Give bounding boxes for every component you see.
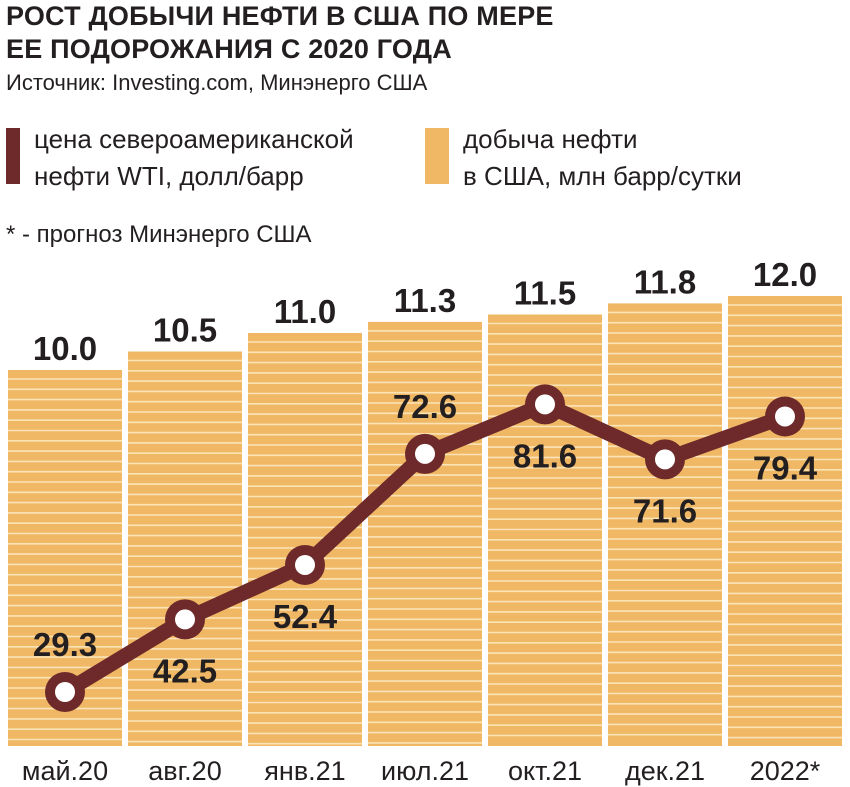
price-value-label-3: 72.6 <box>393 388 457 425</box>
price-marker-4 <box>535 394 555 415</box>
legend-label-production: добыча нефти в США, млн барр/сутки <box>463 121 742 195</box>
chart-source: Источник: Investing.com, Минэнерго США <box>6 70 428 95</box>
production-value-label-6: 12.0 <box>753 256 817 293</box>
x-tick-label-5: дек.21 <box>625 756 705 786</box>
price-value-label-6: 79.4 <box>753 449 818 486</box>
chart-title-line-2: ЕЕ ПОДОРОЖАНИЯ С 2020 ГОДА <box>6 34 452 64</box>
legend-swatch-production <box>425 128 449 184</box>
production-value-label-3: 11.3 <box>394 282 456 319</box>
x-tick-label-0: май.20 <box>22 756 108 786</box>
price-marker-0 <box>55 682 75 702</box>
x-tick-label-1: авг.20 <box>148 756 221 786</box>
production-bar-2 <box>248 333 362 746</box>
forecast-note: * - прогноз Минэнерго США <box>6 221 312 248</box>
price-marker-5 <box>655 449 675 470</box>
chart-title: РОСТ ДОБЫЧИ НЕФТИ В США ПО МЕРЕ ЕЕ ПОДОР… <box>6 0 846 66</box>
production-value-label-2: 11.0 <box>274 293 336 330</box>
legend-swatch-price <box>6 128 20 184</box>
price-marker-3 <box>415 443 435 464</box>
price-value-label-5: 71.6 <box>633 492 697 529</box>
price-value-label-4: 81.6 <box>513 437 577 474</box>
production-value-label-5: 11.8 <box>634 263 696 300</box>
production-value-label-1: 10.5 <box>153 312 217 349</box>
legend-label-price-line-2: нефти WTI, долл/барр <box>34 161 304 191</box>
price-value-label-0: 29.3 <box>33 626 97 663</box>
legend-label-price-line-1: цена североамериканской <box>34 124 354 154</box>
price-marker-2 <box>295 554 315 575</box>
x-tick-label-2: янв.21 <box>264 756 345 786</box>
price-marker-1 <box>175 609 195 630</box>
legend-label-price: цена североамериканской нефти WTI, долл/… <box>34 121 354 195</box>
x-tick-label-6: 2022* <box>750 756 821 786</box>
production-bar-3 <box>368 321 482 746</box>
legend-label-production-line-2: в США, млн барр/сутки <box>463 161 742 191</box>
x-tick-label-3: июл.21 <box>381 756 469 786</box>
x-tick-label-4: окт.21 <box>508 756 582 786</box>
production-value-label-4: 11.5 <box>514 275 576 312</box>
production-value-label-0: 10.0 <box>33 330 97 367</box>
legend-label-production-line-1: добыча нефти <box>463 124 638 154</box>
price-value-label-2: 52.4 <box>273 598 338 635</box>
price-value-label-1: 42.5 <box>153 652 217 689</box>
price-marker-6 <box>775 406 795 427</box>
chart-title-line-1: РОСТ ДОБЫЧИ НЕФТИ В США ПО МЕРЕ <box>6 1 554 31</box>
